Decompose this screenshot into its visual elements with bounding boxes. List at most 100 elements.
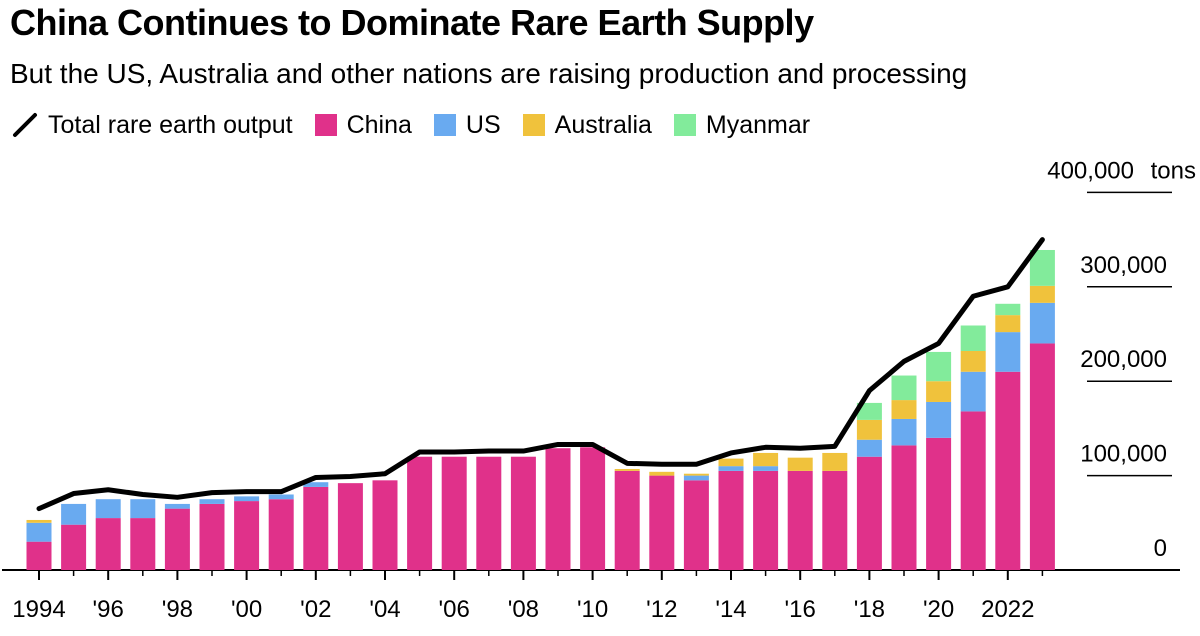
legend-swatch-australia xyxy=(522,114,545,136)
bar-china-2020 xyxy=(926,437,952,570)
bar-china-2004 xyxy=(372,480,398,570)
bar-us-2002 xyxy=(303,482,329,487)
bar-us-2015 xyxy=(753,466,779,471)
bar-china-1995 xyxy=(61,524,87,570)
bar-us-1999 xyxy=(199,499,225,504)
bar-australia-2022 xyxy=(995,315,1021,333)
bar-australia-2016 xyxy=(787,457,813,471)
x-tick-label: '98 xyxy=(162,596,193,623)
chart-subtitle: But the US, Australia and other nations … xyxy=(10,58,968,89)
legend-item-china: China xyxy=(314,110,412,140)
x-tick-label: 2022 xyxy=(981,596,1034,623)
bar-china-1999 xyxy=(199,503,225,570)
bar-myanmar-2022 xyxy=(995,303,1021,316)
bar-australia-2015 xyxy=(753,452,779,467)
bar-china-2012 xyxy=(649,475,675,570)
x-tick-label: '20 xyxy=(923,596,954,623)
bar-australia-2020 xyxy=(926,381,952,402)
bar-australia-2012 xyxy=(649,471,675,476)
legend: Total rare earth output China US Austral… xyxy=(12,108,832,142)
legend-label-australia: Australia xyxy=(554,110,652,139)
bar-myanmar-2021 xyxy=(960,325,986,351)
y-tick-label: 300,000 xyxy=(1080,252,1167,279)
legend-item-myanmar: Myanmar xyxy=(673,110,811,140)
x-tick-label: '08 xyxy=(508,596,539,623)
legend-label-us: US xyxy=(465,110,501,139)
y-tick-label: 200,000 xyxy=(1080,346,1167,373)
bar-china-2018 xyxy=(856,456,882,570)
bar-us-2021 xyxy=(960,371,986,412)
legend-swatch-china xyxy=(314,114,337,136)
bar-china-2019 xyxy=(891,445,917,570)
bar-china-1997 xyxy=(130,518,156,570)
bar-china-2008 xyxy=(510,456,536,570)
x-tick-label: '96 xyxy=(93,596,124,623)
bar-australia-2014 xyxy=(718,458,744,467)
bar-china-2017 xyxy=(822,470,848,570)
bar-australia-2021 xyxy=(960,350,986,372)
bar-china-2013 xyxy=(683,480,709,570)
x-tick-label: 1994 xyxy=(12,596,65,623)
bar-china-1998 xyxy=(164,508,190,570)
legend-swatch-us xyxy=(433,114,456,136)
x-tick-label: '00 xyxy=(231,596,262,623)
legend-label-total: Total rare earth output xyxy=(48,110,293,139)
bar-us-1995 xyxy=(61,503,87,525)
bar-china-2009 xyxy=(545,448,571,570)
legend-label-china: China xyxy=(346,110,412,139)
bar-us-2013 xyxy=(683,475,709,481)
x-tick-label: '12 xyxy=(646,596,677,623)
bar-myanmar-2019 xyxy=(891,375,917,401)
bar-us-1994 xyxy=(26,522,52,542)
x-tick-label: '10 xyxy=(577,596,608,623)
bar-china-2006 xyxy=(441,456,467,570)
bar-china-2000 xyxy=(234,501,260,570)
bar-australia-2013 xyxy=(683,473,709,476)
legend-swatch-myanmar xyxy=(673,114,696,136)
bar-china-1994 xyxy=(26,541,52,570)
bar-australia-2017 xyxy=(822,452,848,471)
bar-australia-2011 xyxy=(614,468,640,471)
bar-china-2011 xyxy=(614,470,640,570)
bar-australia-2018 xyxy=(856,419,882,440)
bar-australia-2023 xyxy=(1029,285,1055,303)
bar-china-2005 xyxy=(407,456,433,570)
bar-us-1997 xyxy=(130,499,156,519)
bar-myanmar-2020 xyxy=(926,351,952,382)
x-tick-label: '18 xyxy=(854,596,885,623)
legend-item-us: US xyxy=(433,110,501,140)
y-tick-label: 100,000 xyxy=(1080,441,1167,468)
bar-australia-2019 xyxy=(891,400,917,419)
x-tick-label: '02 xyxy=(300,596,331,623)
x-tick-label: '14 xyxy=(715,596,746,623)
x-tick-label: '06 xyxy=(439,596,470,623)
y-tick-label: 0 xyxy=(1154,535,1167,562)
bar-myanmar-2023 xyxy=(1029,249,1055,286)
legend-item-total: Total rare earth output xyxy=(12,111,293,140)
bar-myanmar-2018 xyxy=(856,402,882,420)
bar-us-2001 xyxy=(268,494,294,500)
bar-china-2016 xyxy=(787,470,813,570)
x-tick-label: '16 xyxy=(785,596,816,623)
chart-title: China Continues to Dominate Rare Earth S… xyxy=(10,2,814,43)
bar-china-2023 xyxy=(1029,343,1055,570)
bar-china-2002 xyxy=(303,486,329,570)
bar-us-2000 xyxy=(234,496,260,502)
bar-us-2014 xyxy=(718,466,744,471)
bar-us-1996 xyxy=(95,499,121,519)
y-unit-label: tons xyxy=(1151,157,1196,184)
legend-label-myanmar: Myanmar xyxy=(705,110,811,139)
legend-item-australia: Australia xyxy=(522,110,652,140)
x-tick-label: '04 xyxy=(369,596,400,623)
bar-china-2010 xyxy=(580,447,606,570)
bar-us-2018 xyxy=(856,439,882,457)
bar-china-2014 xyxy=(718,470,744,570)
bar-china-2022 xyxy=(995,371,1021,570)
bar-us-1998 xyxy=(164,503,190,509)
bar-china-1996 xyxy=(95,518,121,570)
line-swatch-icon xyxy=(13,113,37,137)
bar-us-2023 xyxy=(1029,302,1055,344)
bar-china-2021 xyxy=(960,411,986,570)
y-tick-label: 400,000 xyxy=(1047,157,1134,184)
